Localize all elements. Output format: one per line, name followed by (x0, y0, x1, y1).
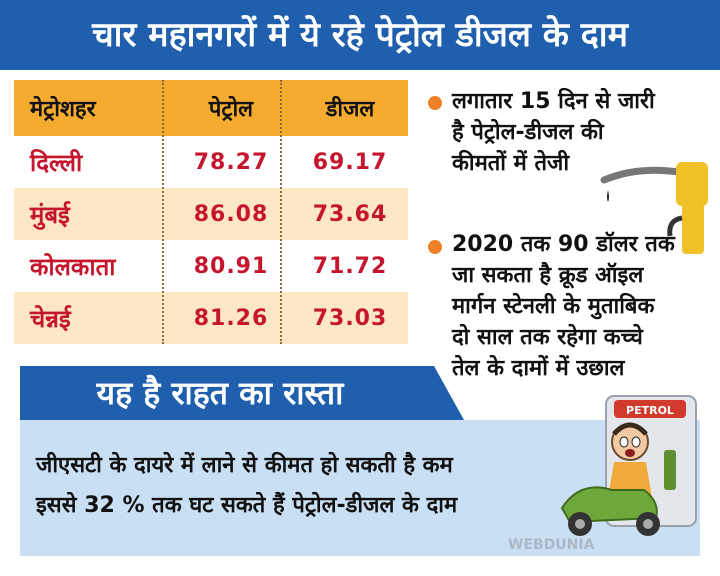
city-name: मुंबई (30, 200, 70, 229)
diesel-price: 69.17 (312, 149, 388, 175)
table-row: कोलकाता 80.91 71.72 (14, 240, 408, 292)
city-name: दिल्ली (30, 148, 83, 177)
note-line: जा सकता है क्रूड ऑइल (452, 263, 644, 288)
petrol-price: 86.08 (193, 201, 269, 227)
scooter-rider-illustration: PETROL (540, 390, 710, 544)
petrol-sign-text: PETROL (626, 404, 674, 417)
relief-title: यह है राहत का रास्ता (96, 374, 344, 412)
table-row: दिल्ली 78.27 69.17 (14, 136, 408, 188)
city-name: कोलकाता (30, 252, 116, 281)
note-price-rise: लगातार 15 दिन से जारी है पेट्रोल-डीजल की… (452, 86, 700, 179)
note-line: दो साल तक रहेगा कच्चे (452, 325, 643, 350)
table-header-row: मेट्रोशहर पेट्रोल डीजल (14, 80, 408, 136)
header-city: मेट्रोशहर (30, 97, 96, 122)
note-line: 2020 तक 90 डॉलर तक (452, 232, 675, 257)
note-line: मार्गन स्टेनली के मुताबिक (452, 294, 655, 319)
header-diesel: डीजल (325, 97, 375, 122)
note-crude-oil: 2020 तक 90 डॉलर तक जा सकता है क्रूड ऑइल … (452, 229, 702, 384)
title-arrow-shape (434, 366, 464, 420)
bullet-icon (428, 240, 442, 254)
header-petrol: पेट्रोल (208, 97, 254, 122)
diesel-price: 73.03 (312, 305, 388, 331)
petrol-price: 80.91 (193, 253, 269, 279)
diesel-price: 71.72 (312, 253, 388, 279)
column-divider (162, 80, 164, 344)
table-row: मुंबई 86.08 73.64 (14, 188, 408, 240)
note-line: कीमतों में तेजी (452, 151, 570, 176)
fuel-price-table: मेट्रोशहर पेट्रोल डीजल दिल्ली 78.27 69.1… (14, 80, 408, 344)
note-line: लगातार 15 दिन से जारी (452, 89, 655, 114)
fuel-nozzle-icon (598, 160, 720, 264)
city-name: चेन्नई (30, 304, 71, 333)
column-divider (280, 80, 282, 344)
watermark: WEBDUNIA (508, 537, 595, 553)
petrol-price: 81.26 (193, 305, 269, 331)
note-line: है पेट्रोल-डीजल की (452, 120, 604, 145)
petrol-price: 78.27 (193, 149, 269, 175)
table-row: चेन्नई 81.26 73.03 (14, 292, 408, 344)
headline-banner: चार महानगरों में ये रहे पेट्रोल डीजल के … (0, 0, 720, 70)
bullet-icon (428, 96, 442, 110)
relief-line: जीएसटी के दायरे में लाने से कीमत हो सकती… (36, 453, 453, 478)
relief-text: जीएसटी के दायरे में लाने से कीमत हो सकती… (36, 446, 556, 526)
relief-title-bar (20, 366, 434, 420)
diesel-price: 73.64 (312, 201, 388, 227)
relief-line: इससे 32 % तक घट सकते हैं पेट्रोल-डीजल के… (36, 493, 458, 518)
note-line: तेल के दामों में उछाल (452, 356, 625, 381)
